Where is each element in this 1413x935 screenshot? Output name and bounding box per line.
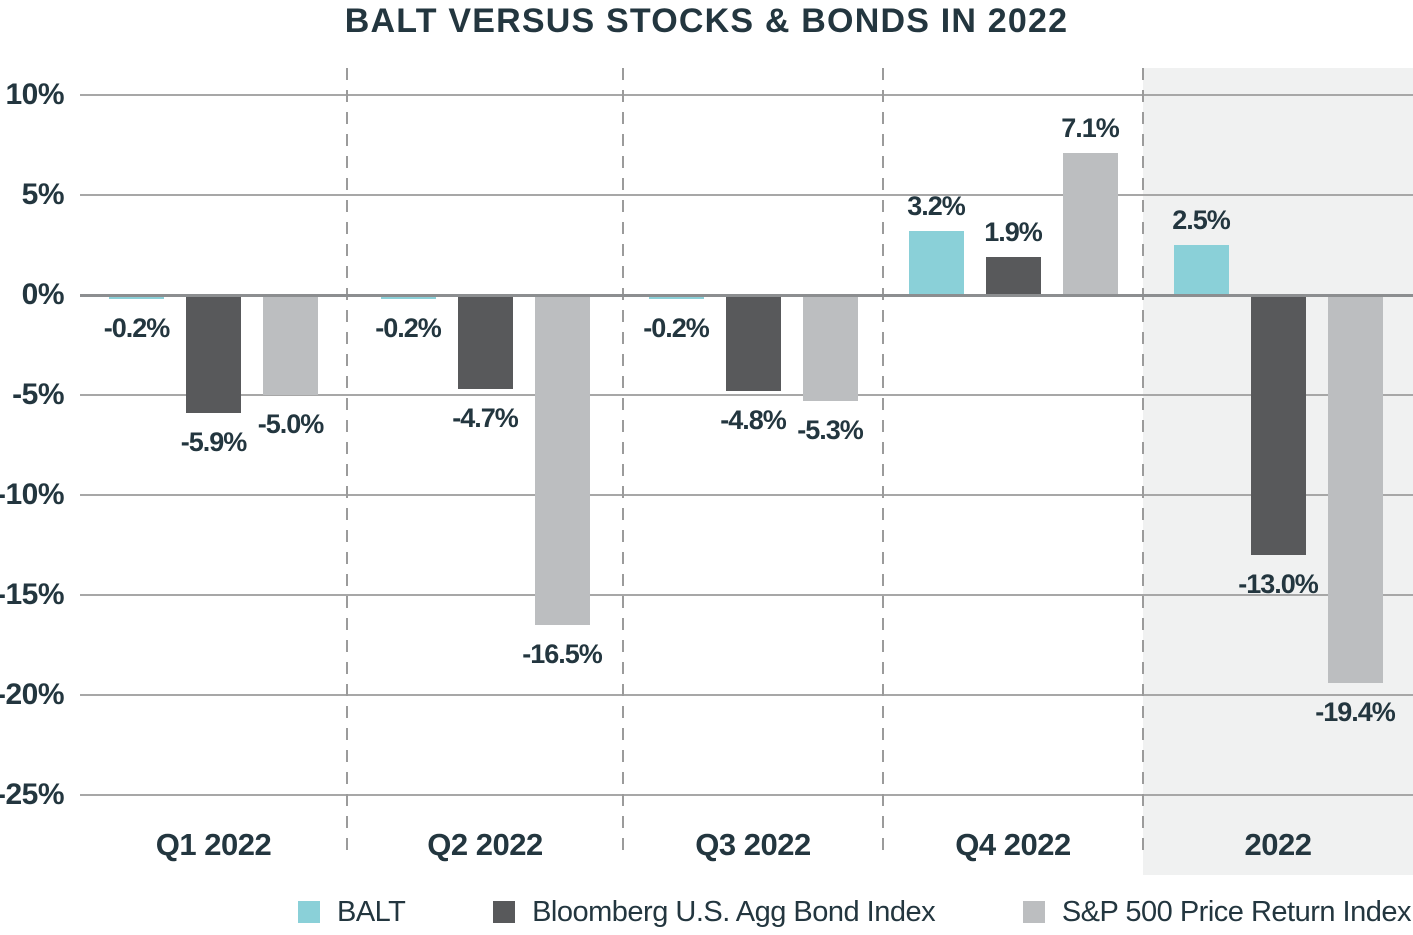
quarter-divider: [1142, 68, 1144, 860]
bar-q4-2022-balt: [908, 231, 964, 295]
bar-2022-agg-bond: [1250, 295, 1306, 555]
y-axis-tick-label: -10%: [0, 478, 65, 511]
grid-line: [80, 94, 1413, 96]
bar-q1-2022-sp500: [263, 295, 318, 395]
category-label-2022: 2022: [1244, 827, 1312, 862]
quarter-divider: [882, 68, 884, 860]
bar-value-label: -4.8%: [720, 405, 787, 435]
bar-value-label: -0.2%: [375, 313, 442, 343]
chart-title: BALT VERSUS STOCKS & BONDS IN 2022: [344, 2, 1069, 40]
bar-value-label: 2.5%: [1172, 205, 1231, 235]
grid-line: [80, 293, 1413, 297]
bar-q2-2022-balt: [380, 295, 436, 299]
bar-q3-2022-sp500: [802, 295, 858, 401]
grid-line: [80, 194, 1413, 196]
category-label-q4-2022: Q4 2022: [955, 827, 1071, 862]
legend-item: BALT: [298, 895, 406, 929]
legend-item: S&P 500 Price Return Index: [1022, 895, 1412, 929]
bar-q1-2022-agg-bond: [186, 295, 241, 413]
bar-value-label: -0.2%: [103, 313, 171, 343]
bar-value-label: 7.1%: [1061, 113, 1120, 143]
bar-2022-balt: [1173, 245, 1229, 295]
y-axis-tick-label: -25%: [0, 778, 65, 811]
bar-value-label: 1.9%: [984, 217, 1043, 247]
bar-value-label: -4.7%: [452, 403, 519, 433]
y-axis-tick-label: -20%: [0, 678, 65, 711]
bar-value-label: -19.4%: [1315, 697, 1396, 727]
legend-label: BALT: [337, 895, 406, 928]
bar-value-label: -16.5%: [522, 639, 603, 669]
bar-value-label: -0.2%: [643, 313, 710, 343]
y-axis-tick-label: -15%: [0, 578, 65, 611]
legend-label: S&P 500 Price Return Index: [1061, 895, 1412, 928]
grid-line: [80, 694, 1413, 696]
legend-label: Bloomberg U.S. Agg Bond Index: [532, 895, 936, 928]
bar-value-label: -5.0%: [257, 409, 325, 439]
y-axis-tick-label: 10%: [5, 78, 64, 111]
bar-q3-2022-balt: [648, 295, 704, 299]
y-axis-tick-label: 0%: [21, 278, 65, 311]
legend-swatch-icon: [493, 901, 516, 923]
y-axis-tick-label: 5%: [21, 178, 65, 211]
legend: BALT Bloomberg U.S. Agg Bond Index S&P 500…: [298, 893, 1412, 931]
bar-q3-2022-agg-bond: [725, 295, 781, 391]
bar-q2-2022-sp500: [534, 295, 590, 625]
grid-line: [80, 394, 1413, 396]
category-label-q3-2022: Q3 2022: [695, 827, 811, 862]
y-axis-tick-label: -5%: [12, 378, 64, 411]
quarter-divider: [346, 68, 348, 860]
legend-swatch-icon: [1022, 901, 1045, 923]
quarter-divider: [622, 68, 624, 860]
grid-line: [80, 594, 1413, 596]
bar-q4-2022-agg-bond: [985, 257, 1041, 295]
grid-line: [80, 794, 1413, 796]
bar-2022-sp500: [1327, 295, 1383, 683]
category-label-q2-2022: Q2 2022: [427, 827, 543, 862]
bar-value-label: -5.9%: [180, 427, 248, 457]
bar-value-label: -5.3%: [797, 415, 864, 445]
legend-swatch-icon: [298, 901, 320, 923]
bar-value-label: 3.2%: [907, 191, 966, 221]
bar-q4-2022-sp500: [1062, 153, 1118, 295]
grid-line: [80, 494, 1413, 496]
legend-item: Bloomberg U.S. Agg Bond Index: [493, 895, 936, 929]
category-label-q1-2022: Q1 2022: [155, 827, 272, 862]
bar-q2-2022-agg-bond: [457, 295, 513, 389]
bar-value-label: -13.0%: [1238, 569, 1319, 599]
bar-q1-2022-balt: [109, 295, 164, 299]
